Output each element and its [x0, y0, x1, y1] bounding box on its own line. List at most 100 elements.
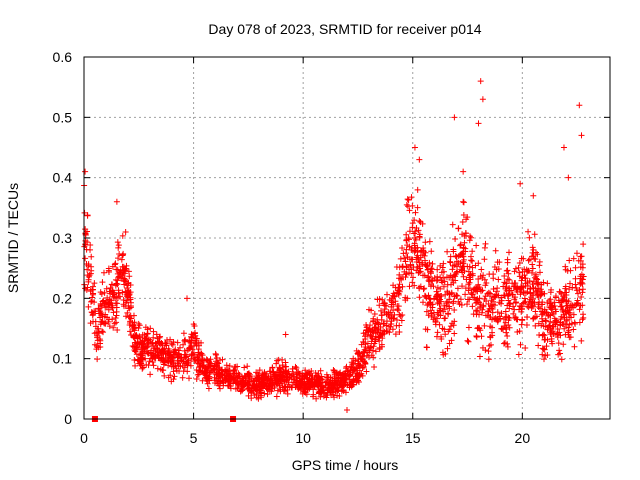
data-point	[362, 347, 369, 354]
data-point	[496, 299, 503, 306]
data-point	[384, 291, 391, 298]
data-point	[518, 284, 525, 291]
data-point	[213, 361, 220, 368]
data-point	[279, 364, 286, 371]
data-point	[570, 255, 577, 262]
data-point	[99, 279, 106, 286]
data-point	[513, 299, 520, 306]
data-point	[469, 258, 476, 265]
data-point	[444, 345, 451, 352]
data-point	[169, 341, 176, 348]
data-point	[168, 378, 175, 385]
data-point	[481, 244, 488, 251]
data-point	[386, 296, 393, 303]
data-point	[395, 303, 402, 310]
data-point	[559, 320, 566, 327]
data-point	[532, 322, 539, 329]
data-point	[529, 303, 536, 310]
data-point	[149, 358, 156, 365]
data-point	[460, 263, 467, 270]
data-point	[119, 289, 126, 296]
data-point	[480, 303, 487, 310]
data-point	[423, 308, 430, 315]
data-point	[494, 285, 501, 292]
data-point	[491, 302, 498, 309]
data-point	[272, 377, 279, 384]
data-point	[274, 387, 281, 394]
data-point	[518, 255, 525, 262]
data-point	[176, 368, 183, 375]
data-point	[124, 285, 131, 292]
data-point	[396, 271, 403, 278]
data-point	[459, 218, 466, 225]
data-point	[459, 283, 466, 290]
data-point	[340, 387, 347, 394]
data-point	[360, 339, 367, 346]
data-point	[170, 363, 177, 370]
data-point	[468, 257, 475, 264]
data-point	[550, 311, 557, 318]
data-point	[522, 290, 529, 297]
data-point	[422, 249, 429, 256]
data-point	[552, 294, 559, 301]
data-point	[563, 292, 570, 299]
data-point	[154, 345, 161, 352]
data-point	[427, 283, 434, 290]
data-point	[416, 263, 423, 270]
data-point	[547, 289, 554, 296]
data-point	[414, 204, 421, 211]
data-point	[371, 364, 378, 371]
data-point	[122, 313, 129, 320]
data-point	[562, 298, 569, 305]
data-point	[370, 347, 377, 354]
data-point	[242, 377, 249, 384]
data-point	[385, 309, 392, 316]
data-point	[537, 292, 544, 299]
data-point	[512, 265, 519, 272]
data-point	[503, 326, 510, 333]
data-point	[390, 315, 397, 322]
data-point	[492, 247, 499, 254]
data-point	[450, 248, 457, 255]
data-point	[551, 315, 558, 322]
data-point	[567, 310, 574, 317]
data-point	[397, 255, 404, 262]
data-point	[539, 310, 546, 317]
data-point	[218, 367, 225, 374]
data-point	[447, 272, 454, 279]
data-point	[558, 290, 565, 297]
data-point	[494, 259, 501, 266]
data-point	[516, 269, 523, 276]
data-point	[374, 319, 381, 326]
data-point	[533, 273, 540, 280]
data-point	[115, 274, 122, 281]
data-point	[451, 307, 458, 314]
data-point	[539, 332, 546, 339]
data-point	[394, 306, 401, 313]
data-point	[225, 366, 232, 373]
data-point	[569, 284, 576, 291]
data-point	[463, 216, 470, 223]
data-point	[446, 305, 453, 312]
data-point	[360, 330, 367, 337]
data-point	[124, 282, 131, 289]
data-point	[126, 289, 133, 296]
data-point	[579, 289, 586, 296]
data-point	[135, 356, 142, 363]
data-point	[421, 252, 428, 259]
data-point	[203, 356, 210, 363]
data-point	[434, 284, 441, 291]
data-point	[227, 373, 234, 380]
data-point	[534, 276, 541, 283]
data-point	[153, 331, 160, 338]
data-point	[481, 276, 488, 283]
data-point	[442, 350, 449, 357]
data-point	[346, 372, 353, 379]
data-point	[512, 314, 519, 321]
data-point	[123, 293, 130, 300]
data-point	[545, 313, 552, 320]
data-point	[109, 316, 116, 323]
data-point	[466, 263, 473, 270]
data-point	[396, 264, 403, 271]
data-point	[93, 346, 100, 353]
